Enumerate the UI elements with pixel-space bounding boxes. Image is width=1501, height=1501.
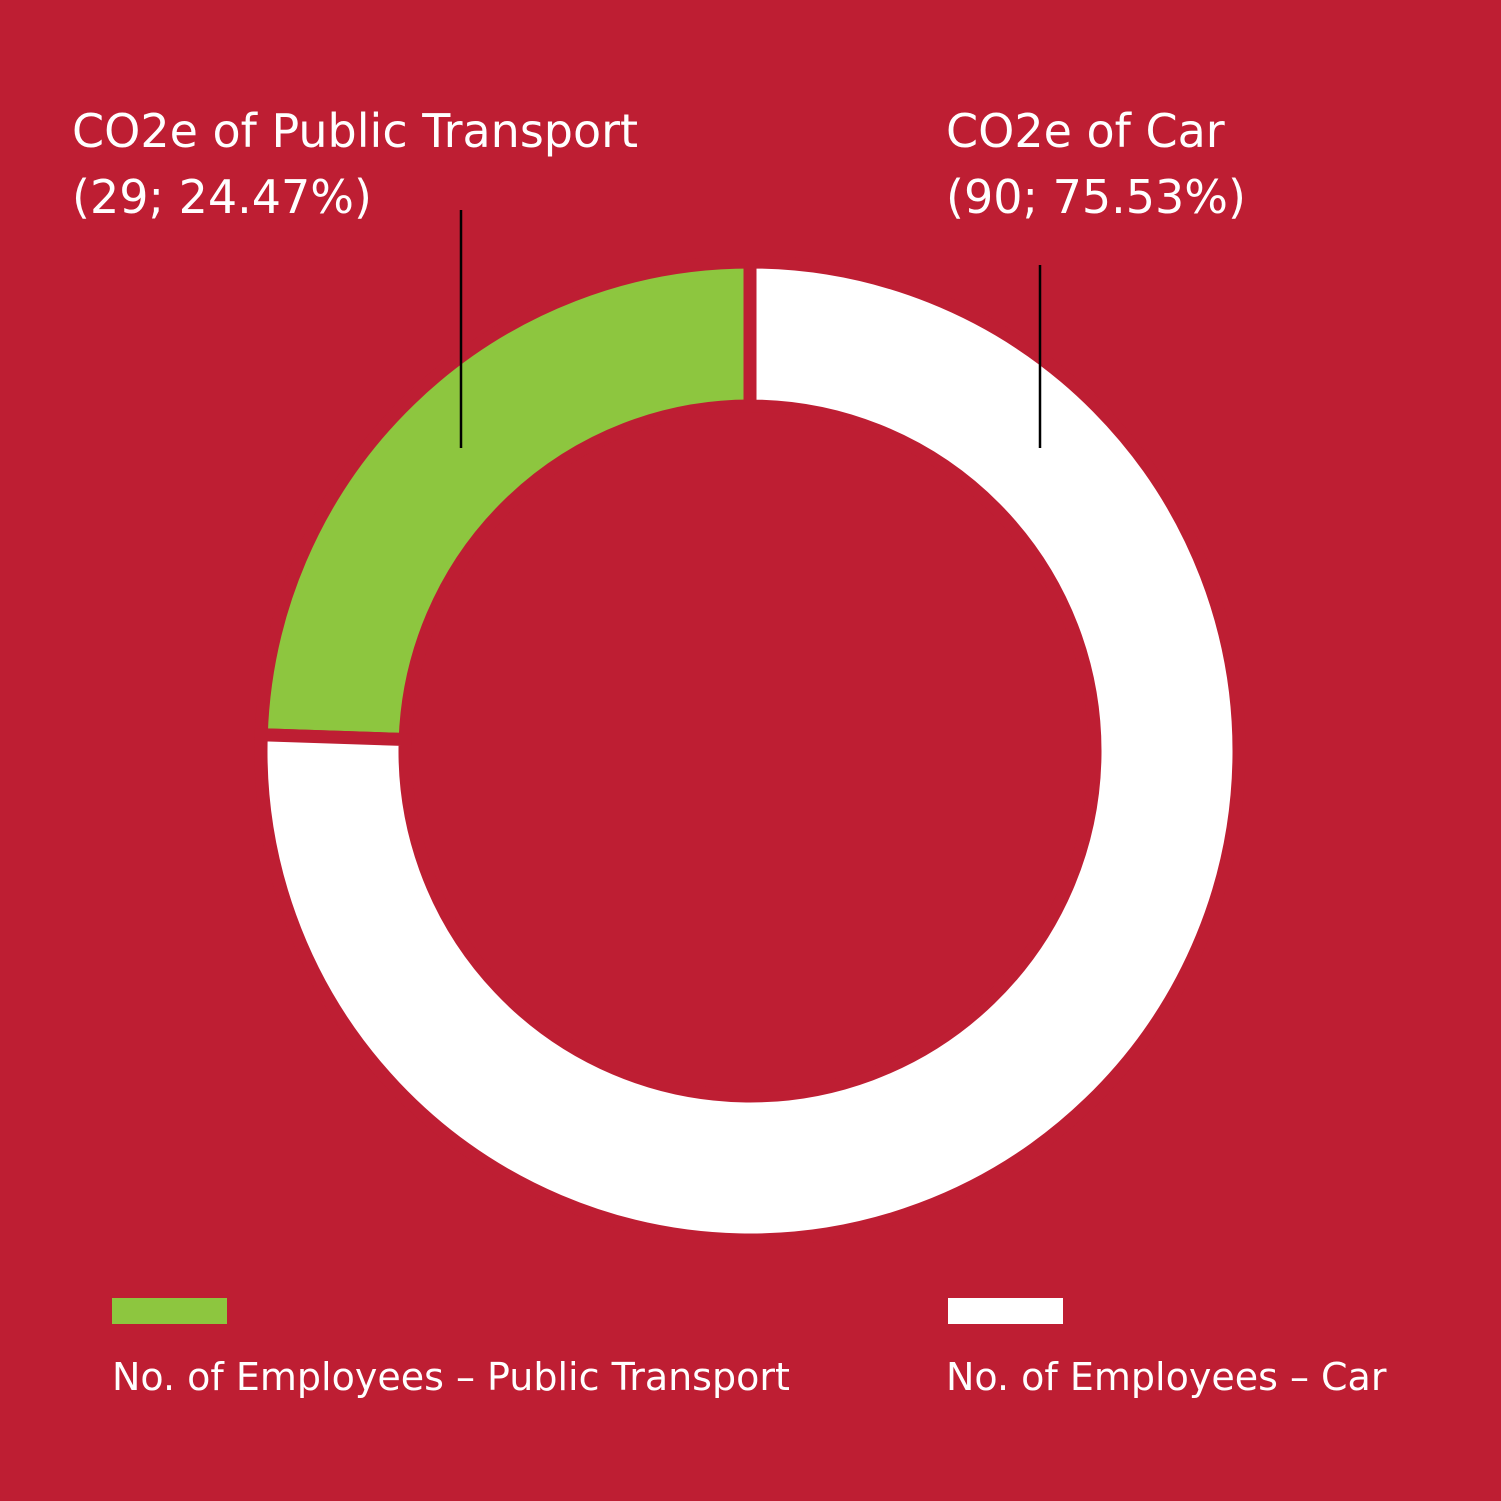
slice-label: CO2e of Car [946,104,1225,158]
legend-swatch [948,1298,1063,1324]
donut-slice [254,255,1246,1247]
legend-label: No. of Employees – Car [946,1355,1387,1399]
legend-swatch [112,1298,227,1324]
slice-value-label: (29; 24.47%) [72,170,372,224]
legend-label: No. of Employees – Public Transport [112,1355,790,1399]
slice-label: CO2e of Public Transport [72,104,638,158]
donut-slice [254,255,757,747]
donut [254,255,1246,1247]
slice-value-label: (90; 75.53%) [946,170,1246,224]
